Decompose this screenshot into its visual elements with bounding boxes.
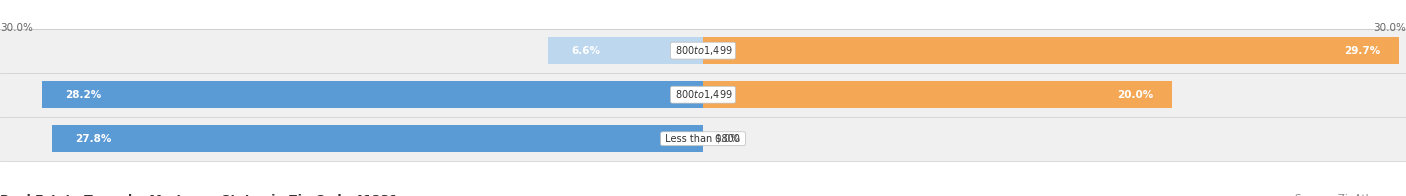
Text: Source: ZipAtlas.com: Source: ZipAtlas.com <box>1295 194 1406 196</box>
Text: 28.2%: 28.2% <box>66 90 101 100</box>
Bar <box>42 81 703 108</box>
Bar <box>0 117 1406 161</box>
Text: 29.7%: 29.7% <box>1344 46 1381 56</box>
Text: 30.0%: 30.0% <box>1374 23 1406 33</box>
Text: $800 to $1,499: $800 to $1,499 <box>672 44 734 57</box>
Text: 30.0%: 30.0% <box>0 23 32 33</box>
Bar <box>52 125 703 152</box>
Text: 6.6%: 6.6% <box>572 46 600 56</box>
Text: 20.0%: 20.0% <box>1116 90 1153 100</box>
Text: 0.0%: 0.0% <box>714 134 741 144</box>
Bar <box>548 37 703 64</box>
Text: $800 to $1,499: $800 to $1,499 <box>672 88 734 101</box>
Bar <box>0 29 1406 73</box>
Bar <box>703 81 1171 108</box>
Text: 27.8%: 27.8% <box>75 134 111 144</box>
Bar <box>0 73 1406 117</box>
Text: Real Estate Taxes by Mortgage Status in Zip Code 41231: Real Estate Taxes by Mortgage Status in … <box>0 194 398 196</box>
Text: Less than $800: Less than $800 <box>662 134 744 144</box>
Bar <box>703 37 1399 64</box>
